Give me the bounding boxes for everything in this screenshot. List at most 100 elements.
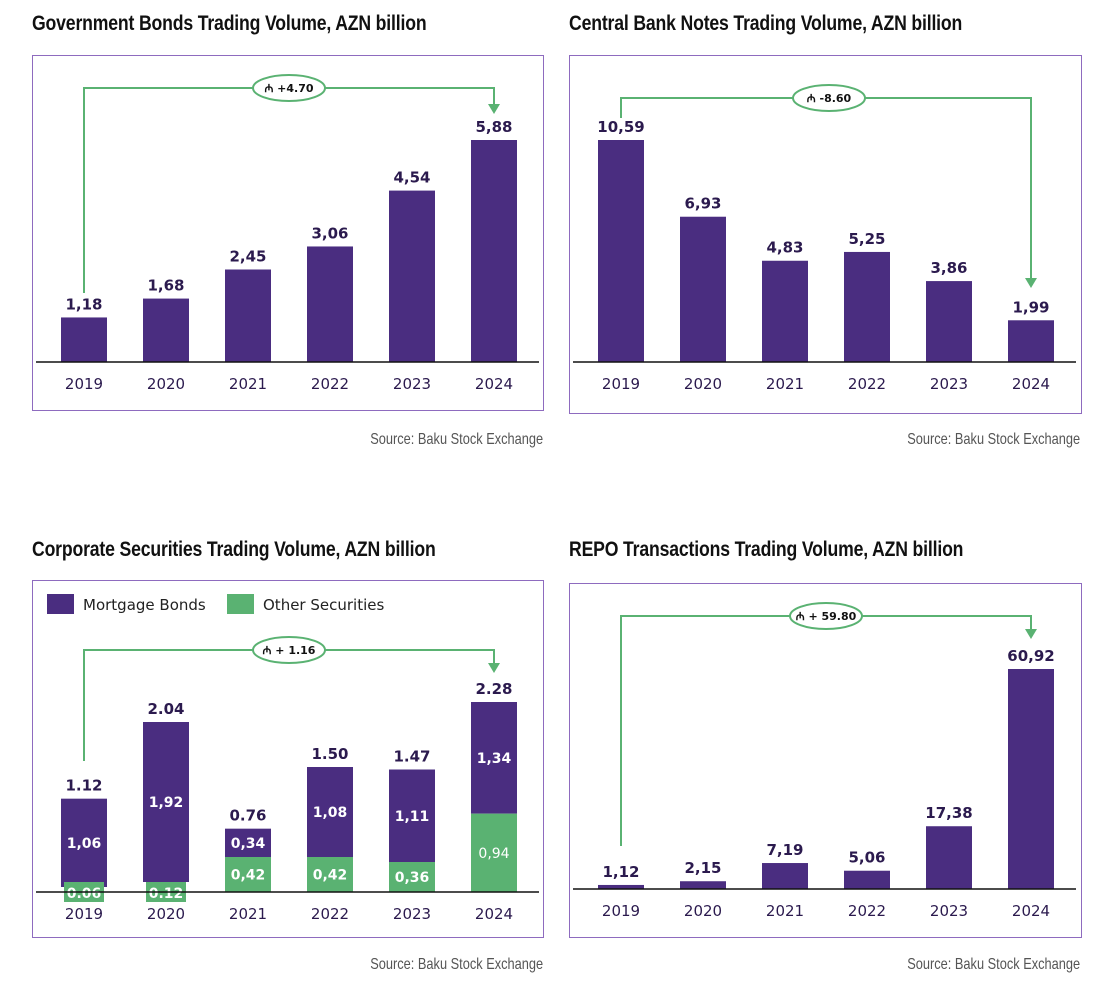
total-label: 2.28 bbox=[475, 680, 512, 698]
bar-2023 bbox=[389, 190, 435, 362]
data-label-other: 0,36 bbox=[395, 870, 430, 886]
chart-repo-transactions: 1,12 2,15 7,19 5,06 17,38 60,92 2019 2020 2021 20… bbox=[569, 583, 1082, 938]
bar-2020 bbox=[143, 298, 189, 362]
change-badge bbox=[789, 602, 863, 630]
data-label: 60,92 bbox=[1007, 647, 1054, 665]
x-tick-label: 2020 bbox=[684, 902, 722, 920]
x-tick-label: 2023 bbox=[393, 375, 431, 393]
data-label: 1,18 bbox=[65, 295, 102, 313]
arrow-head-icon bbox=[1025, 629, 1037, 639]
x-tick-label: 2023 bbox=[930, 375, 968, 393]
source-note: Source: Baku Stock Exchange bbox=[370, 956, 543, 973]
x-tick-label: 2021 bbox=[229, 375, 267, 393]
data-label-mortgage: 1,92 bbox=[149, 795, 184, 811]
chart-central-bank-notes: 10,59 6,93 4,83 5,25 3,86 1,99 2019 2020 2021 202… bbox=[569, 55, 1082, 414]
data-label: 4,54 bbox=[393, 169, 430, 187]
bar-2021 bbox=[225, 269, 271, 362]
bar-other-2023 bbox=[389, 862, 435, 892]
x-tick-label: 2021 bbox=[766, 902, 804, 920]
bar-mortgage-2024 bbox=[471, 702, 517, 814]
x-tick-label: 2024 bbox=[475, 375, 513, 393]
chart-svg: 1,12 2,15 7,19 5,06 17,38 60,92 2019 2020 2021 20… bbox=[573, 602, 1076, 920]
bar-2020 bbox=[680, 881, 726, 889]
data-label: 3,06 bbox=[311, 224, 348, 242]
x-tick-label: 2019 bbox=[602, 902, 640, 920]
bar-2022 bbox=[307, 246, 353, 362]
arrow-head-icon bbox=[1025, 278, 1037, 288]
change-badge-label: ₼ +4.70 bbox=[264, 82, 313, 95]
chart-title-repo-transactions: REPO Transactions Trading Volume, AZN bi… bbox=[569, 538, 964, 561]
data-label-other: 0.06 bbox=[67, 886, 102, 902]
data-label-mortgage: 1,11 bbox=[395, 809, 430, 825]
chart-title-corporate-securities: Corporate Securities Trading Volume, AZN… bbox=[32, 538, 436, 561]
arrow-head-icon bbox=[488, 104, 500, 114]
x-tick-label: 2020 bbox=[147, 905, 185, 923]
chart-government-bonds: 1,18 1,68 2,45 3,06 4,54 5,88 2019 2020 2021 2022… bbox=[32, 55, 544, 411]
data-label-other: 0.12 bbox=[149, 886, 184, 902]
data-label: 4,83 bbox=[766, 239, 803, 257]
data-label-other: 0,42 bbox=[313, 868, 348, 884]
total-label: 1.47 bbox=[393, 748, 430, 766]
data-label: 2,45 bbox=[229, 248, 266, 266]
x-tick-label: 2024 bbox=[1012, 375, 1050, 393]
x-tick-label: 2019 bbox=[602, 375, 640, 393]
source-note: Source: Baku Stock Exchange bbox=[907, 956, 1080, 973]
bar-other-2021 bbox=[225, 857, 271, 892]
data-label-other: 0,42 bbox=[231, 868, 266, 884]
bar-other-2024 bbox=[471, 813, 517, 892]
chart-svg: 1,18 1,68 2,45 3,06 4,54 5,88 2019 2020 2021 2022… bbox=[36, 74, 539, 393]
bar-2024 bbox=[1008, 669, 1054, 889]
total-label: 1.12 bbox=[65, 777, 102, 795]
bar-2024 bbox=[471, 140, 517, 362]
data-label: 2,15 bbox=[684, 859, 721, 877]
legend-label: Mortgage Bonds bbox=[83, 596, 206, 614]
x-tick-label: 2020 bbox=[684, 375, 722, 393]
data-label: 5,06 bbox=[848, 849, 885, 867]
x-tick-label: 2022 bbox=[311, 375, 349, 393]
change-badge bbox=[792, 84, 866, 112]
x-tick-label: 2023 bbox=[393, 905, 431, 923]
bar-mortgage-2022 bbox=[307, 767, 353, 857]
x-tick-label: 2019 bbox=[65, 375, 103, 393]
bar-mortgage-2023 bbox=[389, 769, 435, 862]
bar-2024 bbox=[1008, 320, 1054, 362]
x-tick-label: 2022 bbox=[311, 905, 349, 923]
chart-svg: 10,59 6,93 4,83 5,25 3,86 1,99 2019 2020 2021 202… bbox=[573, 84, 1076, 393]
data-label: 1,99 bbox=[1012, 298, 1049, 316]
bar-mortgage-2019 bbox=[61, 798, 107, 887]
data-label: 5,88 bbox=[475, 118, 512, 136]
x-tick-label: 2019 bbox=[65, 905, 103, 923]
chart-svg: 0.06 1,06 1.12 0.12 1,92 2.04 0,42 0,34 0.76 0,42… bbox=[36, 594, 539, 923]
x-tick-label: 2021 bbox=[766, 375, 804, 393]
change-badge-label: ₼ + 1.16 bbox=[263, 644, 316, 657]
data-label: 10,59 bbox=[597, 118, 644, 136]
data-label: 1,12 bbox=[602, 863, 639, 881]
bar-2021 bbox=[762, 863, 808, 889]
bar-2019 bbox=[598, 884, 644, 889]
x-tick-label: 2023 bbox=[930, 902, 968, 920]
x-tick-label: 2024 bbox=[1012, 902, 1050, 920]
bar-2022 bbox=[844, 870, 890, 889]
data-label-other: 0,94 bbox=[478, 846, 509, 862]
data-label-mortgage: 0,34 bbox=[231, 836, 266, 852]
x-tick-label: 2022 bbox=[848, 902, 886, 920]
x-tick-label: 2022 bbox=[848, 375, 886, 393]
chart-title-government-bonds: Government Bonds Trading Volume, AZN bil… bbox=[32, 12, 427, 35]
legend-swatch-mortgage bbox=[47, 594, 74, 614]
arrow-head-icon bbox=[488, 663, 500, 673]
change-badge bbox=[252, 74, 326, 102]
chart-title-central-bank-notes: Central Bank Notes Trading Volume, AZN b… bbox=[569, 12, 963, 35]
legend-label: Other Securities bbox=[263, 596, 384, 614]
data-label: 7,19 bbox=[766, 841, 803, 859]
bar-2020 bbox=[680, 216, 726, 362]
change-badge-label: ₼ -8.60 bbox=[807, 92, 852, 105]
x-tick-label: 2021 bbox=[229, 905, 267, 923]
data-label: 3,86 bbox=[930, 259, 967, 277]
source-note: Source: Baku Stock Exchange bbox=[907, 431, 1080, 448]
bar-mortgage-2020 bbox=[143, 722, 189, 882]
data-label: 5,25 bbox=[848, 230, 885, 248]
chart-corporate-securities: 0.06 1,06 1.12 0.12 1,92 2.04 0,42 0,34 0.76 0,42… bbox=[32, 580, 544, 938]
data-label: 17,38 bbox=[925, 804, 972, 822]
bar-2021 bbox=[762, 260, 808, 362]
data-label-mortgage: 1,34 bbox=[477, 751, 512, 767]
